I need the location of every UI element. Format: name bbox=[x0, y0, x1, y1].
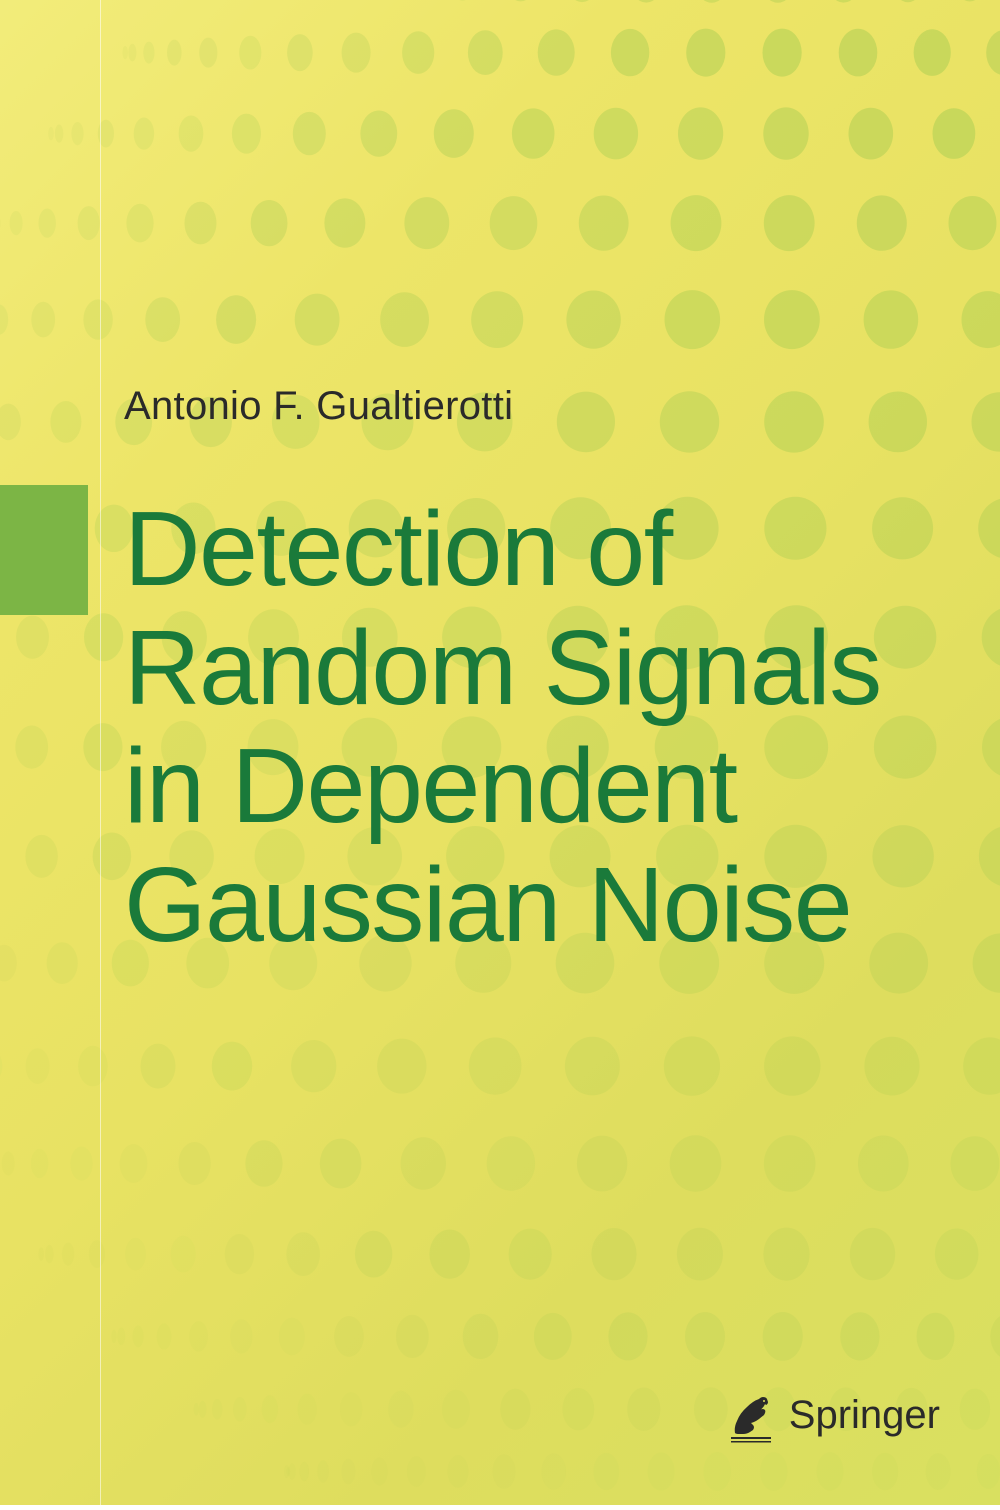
author-name: Antonio F. Gualtierotti bbox=[124, 384, 513, 429]
publisher-block: Springer bbox=[725, 1385, 940, 1445]
vertical-rule bbox=[100, 0, 101, 1505]
publisher-name: Springer bbox=[789, 1393, 940, 1438]
book-title: Detection ofRandom Signalsin DependentGa… bbox=[124, 490, 881, 965]
book-cover: Antonio F. Gualtierotti Detection ofRand… bbox=[0, 0, 1000, 1505]
accent-bar bbox=[0, 485, 88, 615]
springer-horse-icon bbox=[725, 1385, 777, 1445]
